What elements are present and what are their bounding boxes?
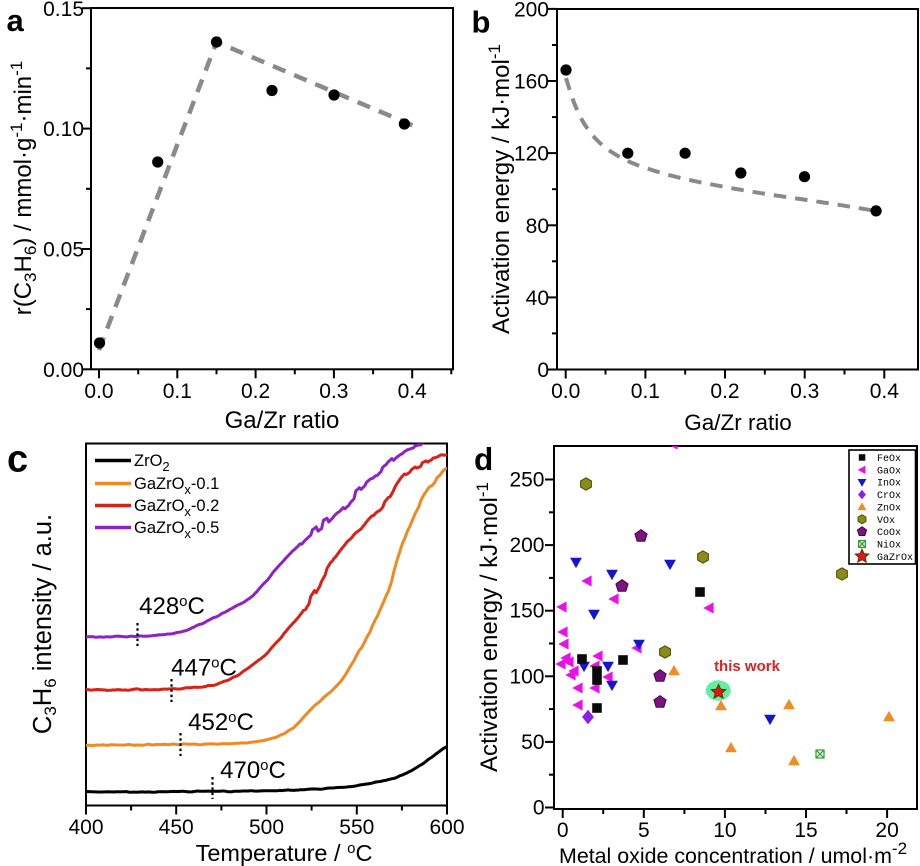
svg-text:0.3: 0.3 [319,380,348,403]
svg-text:5: 5 [638,819,650,842]
svg-text:10: 10 [713,819,736,842]
svg-text:NiOx: NiOx [877,540,901,552]
svg-text:0: 0 [533,797,545,820]
svg-text:GaOx: GaOx [877,466,901,477]
svg-text:200: 200 [509,534,544,557]
svg-text:550: 550 [339,816,374,839]
svg-text:0: 0 [557,819,569,842]
svg-text:0.15: 0.15 [43,0,84,21]
svg-text:0.4: 0.4 [398,380,428,403]
svg-text:160: 160 [514,71,549,94]
svg-text:0.0: 0.0 [551,380,580,403]
svg-text:15: 15 [794,819,817,842]
svg-text:0.3: 0.3 [790,380,819,403]
svg-text:452oC: 452oC [188,709,254,736]
svg-text:Metal oxide concentration / um: Metal oxide concentration / umol·m-2 [559,839,907,866]
svg-text:50: 50 [521,731,544,754]
svg-text:450: 450 [159,816,194,839]
svg-text:150: 150 [509,600,544,623]
svg-text:0.05: 0.05 [43,239,84,262]
svg-text:GaZrOx-0.2: GaZrOx-0.2 [134,497,219,519]
svg-text:428oC: 428oC [139,593,205,620]
svg-text:100: 100 [509,665,544,688]
svg-text:GaZrOx: GaZrOx [877,553,913,564]
svg-text:0.2: 0.2 [710,380,739,403]
svg-text:VOx: VOx [877,516,895,527]
svg-text:250: 250 [509,469,544,492]
svg-text:0: 0 [537,359,549,382]
svg-text:r(C3H6) / mmol·g-1·min-1: r(C3H6) / mmol·g-1·min-1 [7,61,40,316]
svg-text:400: 400 [68,816,103,839]
svg-text:this work: this work [714,658,781,675]
svg-text:CoOx: CoOx [877,528,901,539]
svg-text:Ga/Zr ratio: Ga/Zr ratio [684,410,792,435]
svg-text:120: 120 [514,143,549,166]
svg-text:200: 200 [514,0,549,21]
svg-text:0.1: 0.1 [631,380,660,403]
svg-text:C3H6 intensity / a.u.: C3H6 intensity / a.u. [29,514,60,734]
svg-text:0.0: 0.0 [84,380,113,403]
svg-text:ZrO2: ZrO2 [134,452,170,474]
svg-text:CrOx: CrOx [877,491,901,502]
svg-text:447oC: 447oC [171,655,237,682]
svg-text:d: d [474,441,493,477]
svg-text:600: 600 [429,816,464,839]
svg-text:500: 500 [249,816,284,839]
svg-text:Temperature / oC: Temperature / oC [196,840,373,866]
svg-text:80: 80 [526,215,549,238]
svg-text:0.2: 0.2 [241,380,270,403]
svg-text:FeOx: FeOx [877,454,901,465]
svg-text:InOx: InOx [877,479,901,490]
svg-text:470oC: 470oC [220,757,286,784]
svg-text:GaZrOx-0.5: GaZrOx-0.5 [134,519,219,541]
svg-text:Ga/Zr ratio: Ga/Zr ratio [225,407,340,434]
svg-text:c: c [7,439,28,481]
svg-text:0.00: 0.00 [43,359,84,382]
svg-text:a: a [7,3,25,38]
svg-text:0.10: 0.10 [43,118,84,141]
svg-text:20: 20 [875,819,898,842]
svg-text:40: 40 [526,287,549,310]
svg-text:Activation energy / kJ·mol-1: Activation energy / kJ·mol-1 [473,482,503,772]
svg-text:Activation energy / kJ·mol-1: Activation energy / kJ·mol-1 [485,44,515,334]
svg-text:ZnOx: ZnOx [877,503,901,514]
svg-text:0.1: 0.1 [163,380,192,403]
svg-text:GaZrOx-0.1: GaZrOx-0.1 [134,475,219,497]
svg-text:b: b [472,5,491,40]
svg-text:0.4: 0.4 [870,380,900,403]
